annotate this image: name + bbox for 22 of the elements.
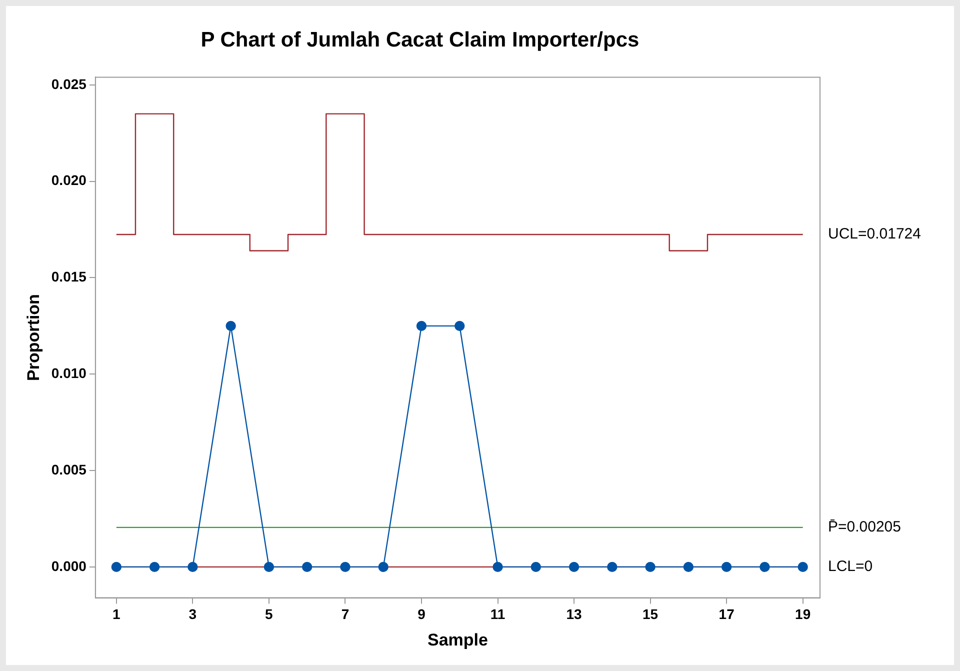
y-axis-title: Proportion	[24, 294, 43, 381]
y-tick-label: 0.005	[51, 461, 87, 478]
x-tick-label: 7	[341, 606, 350, 622]
ref-line-label: LCL=0	[828, 558, 873, 576]
y-tick-label: 0.025	[51, 76, 87, 92]
y-tick-label: 0.015	[51, 268, 87, 285]
x-tick-label: 15	[642, 606, 658, 622]
x-tick-label: 19	[795, 606, 811, 622]
series-label: UCL=0.01724	[828, 226, 921, 243]
x-tick-label: 9	[418, 606, 426, 622]
ref-line-label: P̄=0.00205	[828, 518, 901, 536]
x-tick-label: 3	[188, 606, 197, 622]
y-tick-label: 0.000	[51, 558, 87, 574]
chart-title: P Chart of Jumlah Cacat Claim Importer/pcs	[200, 28, 640, 52]
y-tick-label: 0.020	[51, 172, 87, 188]
x-tick-label: 1	[112, 606, 121, 622]
x-tick-label: 13	[566, 606, 582, 622]
x-tick-label: 11	[490, 606, 506, 622]
x-tick-label: 17	[718, 606, 735, 622]
x-axis-title: Sample	[427, 630, 488, 650]
y-tick-label: 0.010	[51, 364, 87, 381]
x-tick-label: 5	[265, 606, 274, 622]
